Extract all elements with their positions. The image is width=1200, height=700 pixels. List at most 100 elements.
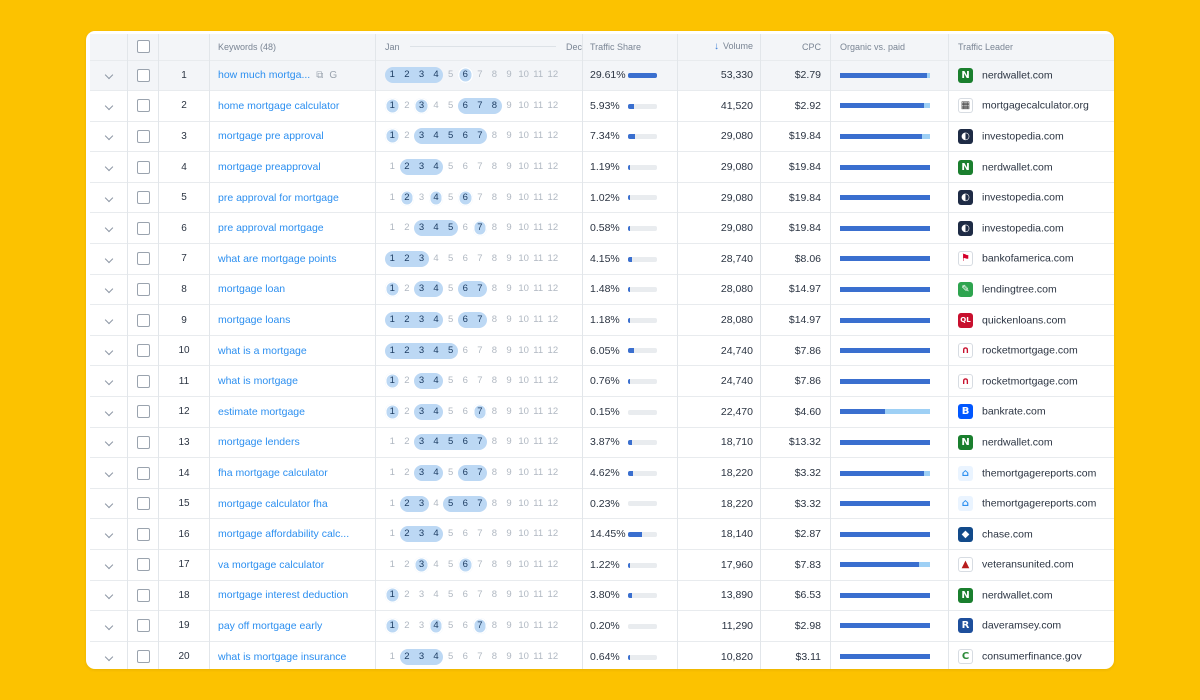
row-checkbox[interactable] (136, 221, 150, 235)
keyword-link[interactable]: mortgage loans (218, 314, 291, 327)
row-checkbox[interactable] (136, 68, 150, 82)
row-checkbox[interactable] (136, 313, 150, 327)
serp-preview-icon[interactable]: ⧉ (316, 70, 324, 82)
row-checkbox[interactable] (136, 497, 150, 511)
chevron-down-icon[interactable] (104, 285, 113, 294)
row-checkbox[interactable] (136, 558, 150, 572)
row-checkbox[interactable] (136, 160, 150, 174)
leader-domain[interactable]: bankofamerica.com (982, 252, 1074, 265)
keyword-link[interactable]: fha mortgage calculator (218, 467, 328, 480)
table-row[interactable]: 16 mortgage affordability calc... 1 2 3 4 5 6 7 8… (90, 518, 1114, 550)
select-all-checkbox[interactable] (136, 40, 150, 54)
cpc-column-header[interactable]: CPC (760, 34, 831, 60)
table-row[interactable]: 1 how much mortga... ⧉ G 1 2 3 4 5 6 7 8 9 10 11 12 29.6… (90, 60, 1114, 91)
keywords-column-header[interactable]: Keywords (48) (209, 34, 376, 60)
table-row[interactable]: 13 mortgage lenders 1 2 3 4 5 6 7 8 9 10 11 12 3.87% 18… (90, 427, 1114, 458)
row-checkbox[interactable] (136, 527, 150, 541)
table-row[interactable]: 14 fha mortgage calculator 1 2 3 4 5 6 7 8 9 10 11 12… (90, 457, 1114, 489)
leader-domain[interactable]: veteransunited.com (982, 558, 1074, 571)
leader-domain[interactable]: nerdwallet.com (982, 436, 1053, 449)
row-checkbox[interactable] (136, 282, 150, 296)
row-checkbox[interactable] (136, 99, 150, 113)
table-row[interactable]: 12 estimate mortgage 1 2 3 4 5 6 7 8 9 10 11 12 0.15% 2… (90, 396, 1114, 428)
chevron-down-icon[interactable] (104, 346, 113, 355)
row-checkbox[interactable] (136, 405, 150, 419)
keyword-link[interactable]: pay off mortgage early (218, 619, 323, 632)
leader-domain[interactable]: nerdwallet.com (982, 69, 1053, 82)
keyword-link[interactable]: mortgage preapproval (218, 161, 321, 174)
leader-domain[interactable]: themortgagereports.com (982, 497, 1097, 510)
chevron-down-icon[interactable] (104, 468, 113, 478)
row-checkbox[interactable] (136, 344, 150, 358)
table-row[interactable]: 17 va mortgage calculator 1 2 3 4 5 6 7 8 9 10 11 12 1… (90, 549, 1114, 581)
chevron-down-icon[interactable] (104, 132, 113, 141)
leader-domain[interactable]: investopedia.com (982, 222, 1064, 235)
row-checkbox[interactable] (136, 129, 150, 143)
chevron-down-icon[interactable] (104, 162, 113, 172)
row-checkbox[interactable] (136, 374, 150, 388)
keyword-link[interactable]: mortgage pre approval (218, 130, 324, 143)
chevron-down-icon[interactable] (104, 652, 113, 662)
leader-domain[interactable]: lendingtree.com (982, 283, 1057, 296)
table-row[interactable]: 18 mortgage interest deduction 1 2 3 4 5 6 7 8 9 10… (90, 580, 1114, 611)
keyword-link[interactable]: mortgage affordability calc... (218, 528, 350, 541)
leader-domain[interactable]: nerdwallet.com (982, 589, 1053, 602)
row-checkbox[interactable] (136, 588, 150, 602)
row-checkbox[interactable] (136, 252, 150, 266)
leader-domain[interactable]: themortgagereports.com (982, 467, 1097, 480)
table-row[interactable]: 11 what is mortgage 1 2 3 4 5 6 7 8 9 10 11 12 0.76% 24… (90, 365, 1114, 397)
table-row[interactable]: 10 what is a mortgage 1 2 3 4 5 6 7 8 9 10 11 12 6.05%… (90, 335, 1114, 366)
table-row[interactable]: 3 mortgage pre approval 1 2 3 4 5 6 7 8 9 10 11 12 7.3… (90, 121, 1114, 152)
table-row[interactable]: 7 what are mortgage points 1 2 3 4 5 6 7 8 9 10 11 12… (90, 243, 1114, 275)
leader-domain[interactable]: bankrate.com (982, 405, 1046, 418)
chevron-down-icon[interactable] (104, 407, 113, 417)
table-row[interactable]: 20 what is mortgage insurance 1 2 3 4 5 6 7 8 9 10 1… (90, 641, 1114, 669)
leader-domain[interactable]: nerdwallet.com (982, 161, 1053, 174)
chevron-down-icon[interactable] (104, 101, 113, 111)
volume-column-header[interactable]: ↓ Volume (677, 34, 761, 60)
chevron-down-icon[interactable] (104, 254, 113, 264)
keyword-link[interactable]: pre approval for mortgage (218, 191, 339, 204)
keyword-link[interactable]: what is a mortgage (218, 344, 307, 357)
keyword-link[interactable]: estimate mortgage (218, 405, 305, 418)
keyword-link[interactable]: mortgage interest deduction (218, 589, 349, 602)
table-row[interactable]: 4 mortgage preapproval 1 2 3 4 5 6 7 8 9 10 11 12 1.19… (90, 151, 1114, 183)
row-checkbox[interactable] (136, 435, 150, 449)
google-search-icon[interactable]: G (329, 70, 338, 82)
chevron-down-icon[interactable] (104, 529, 113, 539)
keyword-link[interactable]: how much mortga... (218, 69, 311, 82)
chevron-down-icon[interactable] (104, 224, 113, 233)
leader-domain[interactable]: quickenloans.com (982, 314, 1067, 327)
table-row[interactable]: 8 mortgage loan 1 2 3 4 5 6 7 8 9 10 11 12 1.48% 28,080… (90, 274, 1114, 305)
table-row[interactable]: 9 mortgage loans 1 2 3 4 5 6 7 8 9 10 11 12 1.18% 28,08… (90, 304, 1114, 336)
keyword-link[interactable]: pre approval mortgage (218, 222, 324, 235)
leader-domain[interactable]: investopedia.com (982, 130, 1064, 143)
row-checkbox[interactable] (136, 191, 150, 205)
keyword-link[interactable]: mortgage lenders (218, 436, 300, 449)
leader-domain[interactable]: rocketmortgage.com (982, 375, 1078, 388)
leader-domain[interactable]: investopedia.com (982, 191, 1064, 204)
chevron-down-icon[interactable] (104, 560, 113, 570)
table-row[interactable]: 5 pre approval for mortgage 1 2 3 4 5 6 7 8 9 10 11 1… (90, 182, 1114, 213)
chevron-down-icon[interactable] (104, 71, 113, 80)
table-row[interactable]: 2 home mortgage calculator 1 2 3 4 5 6 7 8 9 10 11 12… (90, 90, 1114, 122)
chevron-down-icon[interactable] (104, 376, 113, 386)
keyword-link[interactable]: what is mortgage (218, 375, 298, 388)
chevron-down-icon[interactable] (104, 499, 113, 508)
table-row[interactable]: 19 pay off mortgage early 1 2 3 4 5 6 7 8 9 10 11 12 0… (90, 610, 1114, 642)
chevron-down-icon[interactable] (104, 438, 113, 447)
keyword-link[interactable]: what are mortgage points (218, 252, 337, 265)
keyword-link[interactable]: what is mortgage insurance (218, 650, 347, 663)
row-checkbox[interactable] (136, 619, 150, 633)
leader-domain[interactable]: mortgagecalculator.org (982, 99, 1089, 112)
table-row[interactable]: 15 mortgage calculator fha 1 2 3 4 5 6 7 8 9 10 11 12… (90, 488, 1114, 519)
chevron-down-icon[interactable] (104, 193, 113, 202)
traffic-share-column-header[interactable]: Traffic Share (582, 34, 678, 60)
keyword-link[interactable]: home mortgage calculator (218, 99, 340, 112)
chevron-down-icon[interactable] (104, 591, 113, 600)
keyword-link[interactable]: mortgage loan (218, 283, 286, 296)
row-checkbox[interactable] (136, 466, 150, 480)
row-checkbox[interactable] (136, 650, 150, 664)
leader-domain[interactable]: daveramsey.com (982, 619, 1062, 632)
keyword-link[interactable]: va mortgage calculator (218, 558, 325, 571)
